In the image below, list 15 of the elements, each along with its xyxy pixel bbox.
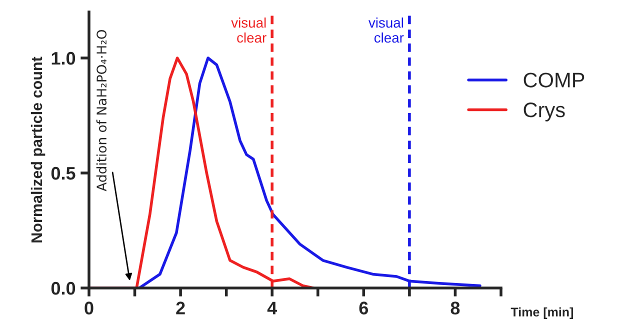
y-tick-label: 1.0 [52, 52, 76, 65]
x-tick-label: 0 [84, 302, 94, 314]
ref-line-label: visual clear [231, 18, 266, 43]
annotation: Addition of NaH₂PO₄·H₂O [96, 30, 107, 192]
x-axis-title: Time [min] [510, 307, 573, 319]
x-tick-label: 6 [359, 302, 368, 314]
x-tick-label: 8 [450, 302, 460, 314]
legend-label: COMP [524, 72, 584, 88]
y-axis-title: Normalized particle count [30, 56, 46, 242]
ref-line-label: visual clear [368, 18, 404, 43]
x-tick-label: 4 [267, 302, 278, 314]
y-tick-label: 0.5 [51, 166, 76, 180]
legend-label: Crys [524, 102, 565, 122]
x-tick-label: 2 [176, 302, 185, 314]
y-tick-label: 0.0 [51, 282, 76, 295]
